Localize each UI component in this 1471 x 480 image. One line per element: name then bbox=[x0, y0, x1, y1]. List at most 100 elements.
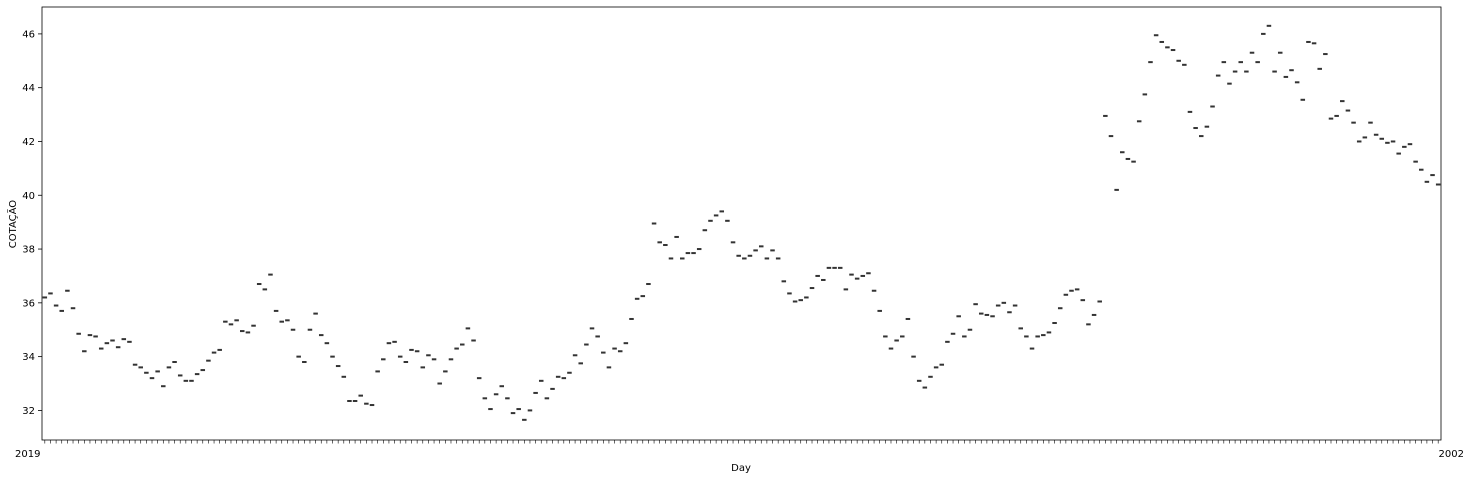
box-mark bbox=[1035, 335, 1040, 338]
box-mark bbox=[1390, 140, 1396, 143]
box-mark bbox=[183, 379, 189, 382]
box-mark bbox=[1052, 322, 1057, 325]
box-mark bbox=[476, 377, 482, 380]
box-mark bbox=[584, 343, 589, 346]
box-mark bbox=[1402, 145, 1407, 148]
box-mark bbox=[696, 248, 702, 251]
x-axis: 2019 2002 bbox=[15, 440, 1464, 460]
box-mark bbox=[335, 365, 341, 368]
box-mark bbox=[572, 354, 578, 357]
box-mark bbox=[1193, 127, 1198, 130]
box-mark bbox=[894, 339, 899, 342]
box-mark bbox=[651, 222, 657, 225]
box-mark bbox=[634, 297, 640, 300]
box-mark bbox=[1091, 313, 1097, 316]
box-mark bbox=[1108, 135, 1114, 138]
box-mark bbox=[1373, 133, 1379, 136]
box-mark bbox=[713, 214, 719, 217]
box-mark bbox=[1187, 110, 1193, 113]
box-mark bbox=[725, 219, 730, 222]
box-mark bbox=[561, 377, 567, 380]
box-mark bbox=[228, 323, 234, 326]
box-mark bbox=[657, 241, 662, 244]
box-mark bbox=[460, 343, 465, 346]
box-mark bbox=[1244, 70, 1249, 73]
box-mark bbox=[792, 300, 798, 303]
box-mark bbox=[595, 335, 600, 338]
box-mark bbox=[65, 289, 70, 292]
box-mark bbox=[764, 257, 770, 260]
box-mark bbox=[200, 369, 206, 372]
box-mark bbox=[719, 210, 725, 213]
box-mark bbox=[1215, 74, 1221, 77]
box-mark bbox=[1430, 174, 1435, 177]
box-mark bbox=[1221, 61, 1227, 64]
box-mark bbox=[753, 249, 758, 252]
box-mark bbox=[1086, 323, 1091, 326]
box-mark bbox=[606, 366, 612, 369]
box-mark bbox=[93, 335, 98, 338]
box-mark bbox=[984, 313, 990, 316]
box-mark bbox=[1046, 331, 1052, 334]
box-mark bbox=[1018, 327, 1023, 330]
box-mark bbox=[775, 257, 781, 260]
box-mark bbox=[104, 342, 110, 345]
box-mark bbox=[1136, 120, 1142, 123]
plot-area-frame bbox=[41, 6, 1442, 441]
box-mark bbox=[1272, 70, 1277, 73]
box-mark bbox=[1198, 135, 1204, 138]
box-mark bbox=[1131, 160, 1136, 163]
box-mark bbox=[1418, 168, 1424, 171]
box-mark bbox=[1125, 157, 1131, 160]
box-mark bbox=[911, 355, 916, 358]
box-mark bbox=[1323, 53, 1328, 56]
box-mark bbox=[172, 361, 177, 364]
box-mark bbox=[1232, 70, 1238, 73]
box-mark bbox=[87, 334, 93, 337]
box-mark bbox=[505, 397, 510, 400]
y-tick-label: 32 bbox=[22, 406, 35, 417]
box-mark bbox=[375, 370, 380, 373]
box-mark bbox=[691, 252, 696, 255]
box-mark bbox=[945, 340, 950, 343]
box-mark bbox=[798, 299, 803, 302]
box-mark bbox=[48, 292, 53, 295]
box-mark bbox=[127, 340, 132, 343]
y-tick-label: 38 bbox=[22, 245, 35, 256]
box-mark bbox=[781, 280, 787, 283]
box-mark bbox=[510, 412, 516, 415]
box-mark bbox=[640, 295, 646, 298]
box-mark bbox=[804, 296, 809, 299]
box-mark bbox=[302, 361, 307, 364]
box-mark bbox=[601, 351, 606, 354]
box-mark bbox=[194, 373, 200, 376]
box-mark bbox=[888, 347, 894, 350]
box-mark bbox=[256, 283, 262, 286]
box-mark bbox=[1424, 180, 1430, 183]
box-mark bbox=[1266, 24, 1272, 27]
box-mark bbox=[1024, 335, 1029, 338]
box-mark bbox=[516, 408, 521, 411]
box-mark bbox=[245, 331, 251, 334]
y-tick-label: 44 bbox=[22, 83, 35, 94]
box-mark bbox=[956, 315, 961, 318]
box-mark bbox=[268, 273, 273, 276]
box-mark bbox=[1277, 51, 1283, 54]
box-mark bbox=[905, 317, 911, 320]
box-mark bbox=[578, 362, 583, 365]
box-mark bbox=[330, 355, 335, 358]
x-tick-label-last: 2002 bbox=[1439, 449, 1464, 460]
box-mark bbox=[1306, 40, 1311, 43]
box-mark bbox=[747, 254, 753, 257]
box-mark bbox=[629, 317, 634, 320]
box-mark bbox=[53, 304, 59, 307]
box-mark bbox=[758, 245, 764, 248]
box-mark bbox=[1255, 61, 1260, 64]
box-mark bbox=[555, 375, 561, 378]
box-mark bbox=[448, 358, 454, 361]
box-mark bbox=[1007, 311, 1012, 314]
box-mark bbox=[70, 307, 76, 310]
box-mark bbox=[589, 327, 595, 330]
box-mark bbox=[1074, 288, 1080, 291]
box-mark bbox=[854, 277, 860, 280]
